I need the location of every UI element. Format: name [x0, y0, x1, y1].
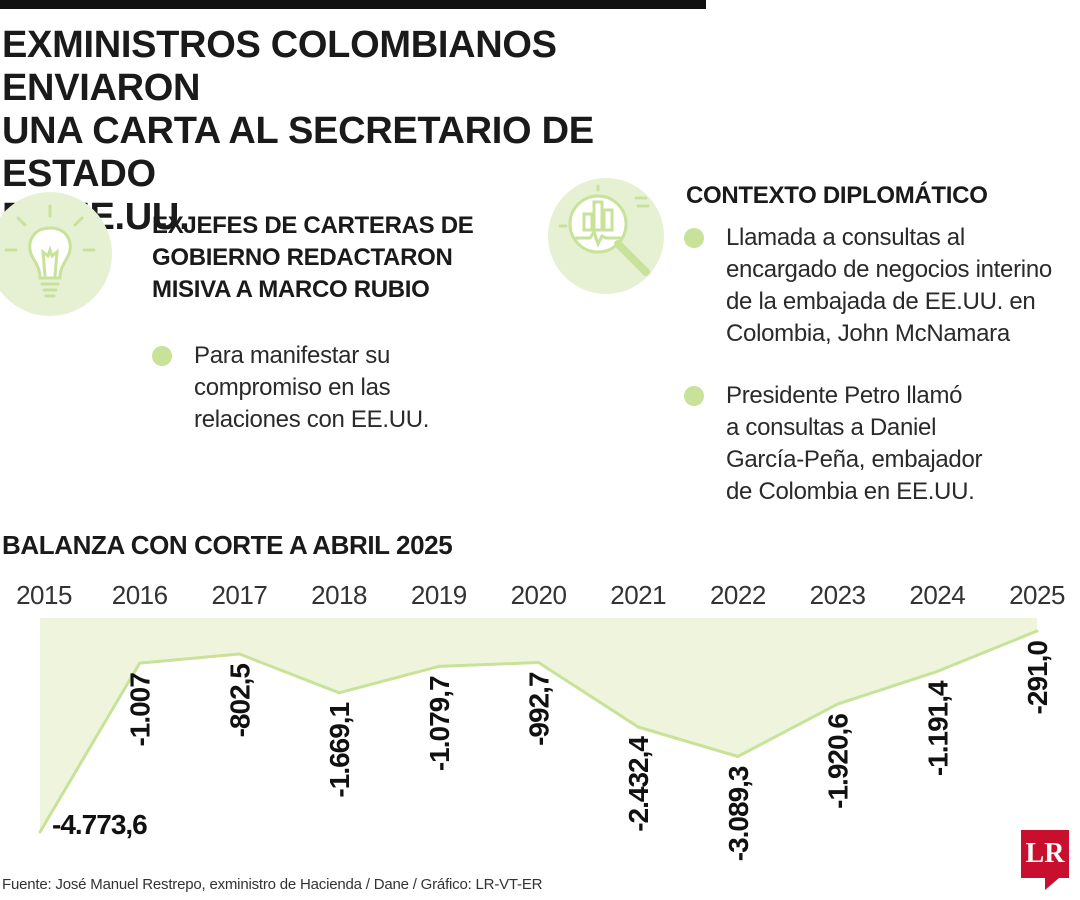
data-point — [38, 830, 42, 834]
bullet-line: encargado de negocios interino — [726, 256, 1052, 283]
right-bullet: Llamada a consultas al encargado de nego… — [684, 222, 1074, 350]
year-tick-label: 2024 — [909, 580, 965, 610]
balance-chart: 2015 2016 2017 2018 2019 2020 2021 2022 2023 2024… — [16, 580, 1065, 861]
left-title-line: MISIVA A MARCO RUBIO — [152, 276, 430, 303]
value-label: -1.669,1 — [324, 702, 355, 797]
year-tick-label: 2015 — [16, 580, 72, 610]
bullet-dot — [684, 228, 704, 248]
right-section-title: CONTEXTO DIPLOMÁTICO — [686, 182, 988, 209]
value-label: -3.089,3 — [723, 766, 754, 861]
value-label: -4.773,6 — [52, 809, 147, 840]
value-label: -802,5 — [224, 664, 255, 738]
bullet-line: de Colombia en EE.UU. — [726, 478, 975, 505]
left-title-line: EXJEFES DE CARTERAS DE — [152, 212, 474, 239]
lightbulb-icon — [0, 192, 112, 316]
year-tick-label: 2016 — [112, 580, 168, 610]
data-point — [237, 652, 241, 656]
data-point — [1035, 629, 1039, 633]
year-tick-label: 2025 — [1009, 580, 1065, 610]
data-point — [736, 754, 740, 758]
data-point — [636, 725, 640, 729]
source-note: Fuente: José Manuel Restrepo, exministro… — [2, 876, 543, 893]
value-label: -992,7 — [524, 672, 555, 746]
year-tick-label: 2023 — [810, 580, 866, 610]
top-rule — [0, 0, 706, 9]
bullet-dot — [152, 346, 172, 366]
balance-area — [40, 618, 1037, 832]
value-label: -1.007 — [125, 673, 156, 747]
magnifier-chart-icon — [548, 178, 664, 294]
data-point — [537, 661, 540, 665]
year-tick-label: 2020 — [511, 580, 567, 610]
bullet-line: compromiso en las — [194, 374, 391, 401]
year-tick-label: 2021 — [610, 580, 666, 610]
value-label: -1.191,4 — [922, 680, 953, 776]
bullet-line: García-Peña, embajador — [726, 446, 983, 473]
headline-line: EXMINISTROS COLOMBIANOS ENVIARON — [2, 24, 557, 109]
year-tick-label: 2019 — [411, 580, 467, 610]
year-tick-label: 2018 — [311, 580, 367, 610]
bullet-line: Para manifestar su — [194, 342, 391, 369]
bullet-line: relaciones con EE.UU. — [194, 406, 430, 433]
value-label: -291,0 — [1022, 641, 1053, 715]
lr-logo-tail — [1045, 878, 1059, 890]
lr-logo: LR — [1021, 830, 1069, 878]
data-point — [935, 669, 939, 673]
data-point — [836, 702, 840, 706]
bullet-line: a consultas a Daniel — [726, 414, 937, 441]
year-tick-label: 2017 — [211, 580, 267, 610]
bullet-line: Llamada a consultas al — [726, 224, 965, 251]
year-tick-label: 2022 — [710, 580, 766, 610]
value-label: -2.432,4 — [623, 736, 654, 832]
bullet-line: de la embajada de EE.UU. en — [726, 288, 1036, 315]
value-label: -1.920,6 — [823, 714, 854, 809]
data-point — [337, 691, 341, 695]
headline-line: UNA CARTA AL SECRETARIO DE ESTADO — [2, 110, 594, 195]
data-point — [138, 661, 142, 665]
chart-title: BALANZA CON CORTE A ABRIL 2025 — [2, 530, 453, 560]
left-bullet: Para manifestar su compromiso en las rel… — [152, 340, 512, 436]
left-title-line: GOBIERNO REDACTARON — [152, 244, 453, 271]
bullet-line: Presidente Petro llamó — [726, 382, 963, 409]
value-label: -1.079,7 — [424, 676, 455, 771]
data-point — [437, 664, 441, 668]
bullet-line: Colombia, John McNamara — [726, 320, 1010, 347]
bullet-dot — [684, 386, 704, 406]
right-bullet: Presidente Petro llamó a consultas a Dan… — [684, 380, 1074, 508]
left-section-title: EXJEFES DE CARTERAS DE GOBIERNO REDACTAR… — [152, 210, 474, 306]
